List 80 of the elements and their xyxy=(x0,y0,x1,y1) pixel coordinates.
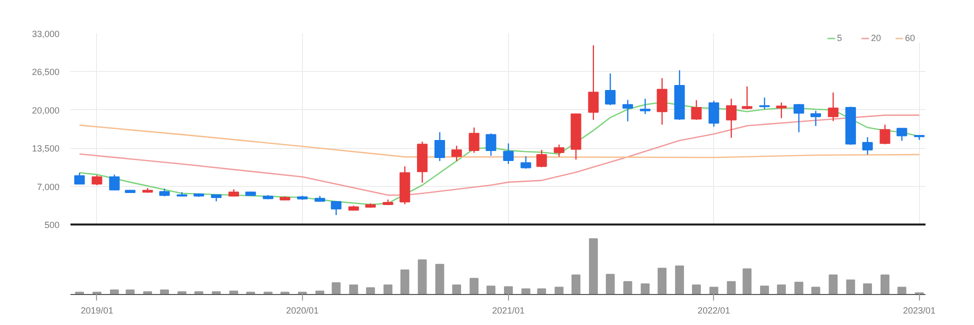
y-tick-label: 7,000 xyxy=(36,182,60,192)
bar xyxy=(126,290,135,294)
candlestick xyxy=(794,103,804,133)
bar xyxy=(110,290,119,294)
legend-label: 5 xyxy=(837,33,844,43)
x-tick-label: 2019/01 xyxy=(80,306,114,316)
candlestick xyxy=(520,156,532,170)
line-series xyxy=(78,114,920,196)
candlestick xyxy=(742,86,752,110)
candlestick xyxy=(109,174,120,192)
y-tick-label: 33,000 xyxy=(32,29,60,39)
bar xyxy=(828,274,838,294)
bar xyxy=(880,274,890,294)
bar xyxy=(760,286,769,294)
candlestick xyxy=(536,149,547,168)
bar xyxy=(897,286,906,294)
bar xyxy=(178,291,186,294)
candlestick xyxy=(503,142,514,165)
y-tick-label: 20,000 xyxy=(32,105,60,116)
candlestick xyxy=(776,102,787,119)
candlestick xyxy=(726,98,737,138)
bar xyxy=(332,282,341,294)
candlestick xyxy=(468,126,480,154)
candlestick xyxy=(622,99,634,122)
candlestick xyxy=(862,136,873,156)
bar xyxy=(400,269,410,294)
bar xyxy=(470,278,479,294)
bar xyxy=(366,287,375,294)
bar xyxy=(160,290,169,294)
candlestick xyxy=(896,128,908,142)
bar xyxy=(194,291,204,294)
bar xyxy=(863,283,872,294)
bar xyxy=(606,274,615,294)
candlestick xyxy=(434,132,446,162)
candlestick xyxy=(810,110,822,127)
bar xyxy=(315,290,324,294)
x-tick-label: 2022/01 xyxy=(698,306,730,316)
bar xyxy=(572,274,580,294)
bar xyxy=(418,259,427,294)
candlestick xyxy=(330,200,342,216)
legend-label: 20 xyxy=(871,33,882,43)
bar xyxy=(143,291,152,294)
bar xyxy=(692,284,701,294)
bar xyxy=(742,268,752,294)
bar xyxy=(521,288,530,294)
bar xyxy=(588,238,598,294)
candlestick xyxy=(92,174,102,186)
bar xyxy=(486,286,496,294)
candlestick xyxy=(828,92,838,122)
candlestick xyxy=(451,145,462,162)
legend-label: 60 xyxy=(905,33,916,43)
bar xyxy=(658,268,667,294)
bar xyxy=(554,286,564,294)
bar xyxy=(794,282,804,294)
candlestick xyxy=(554,144,564,158)
bar xyxy=(640,283,650,294)
x-tick-label: 2021/01 xyxy=(492,306,525,316)
bar xyxy=(435,264,444,294)
bar xyxy=(675,266,684,294)
x-tick-label: 2023/01 xyxy=(903,306,936,316)
candlestick xyxy=(656,78,668,126)
bar xyxy=(726,281,736,294)
candlestick xyxy=(691,100,702,120)
candlestick xyxy=(880,124,890,145)
bar xyxy=(623,281,632,294)
x-tick-label: 2020/01 xyxy=(286,306,319,316)
bar xyxy=(452,284,462,294)
bar xyxy=(846,280,856,294)
candlestick xyxy=(708,100,720,128)
y-tick-label: 500 xyxy=(44,220,60,230)
bar xyxy=(349,284,358,294)
candlestick xyxy=(588,44,599,120)
bar xyxy=(776,284,786,294)
candlestick xyxy=(605,72,616,106)
y-tick-label: 26,500 xyxy=(32,67,60,78)
y-tick-label: 13,500 xyxy=(32,144,60,154)
bar xyxy=(384,284,392,294)
candlestick xyxy=(640,98,650,115)
bar xyxy=(537,288,546,294)
candlestick xyxy=(486,132,496,156)
